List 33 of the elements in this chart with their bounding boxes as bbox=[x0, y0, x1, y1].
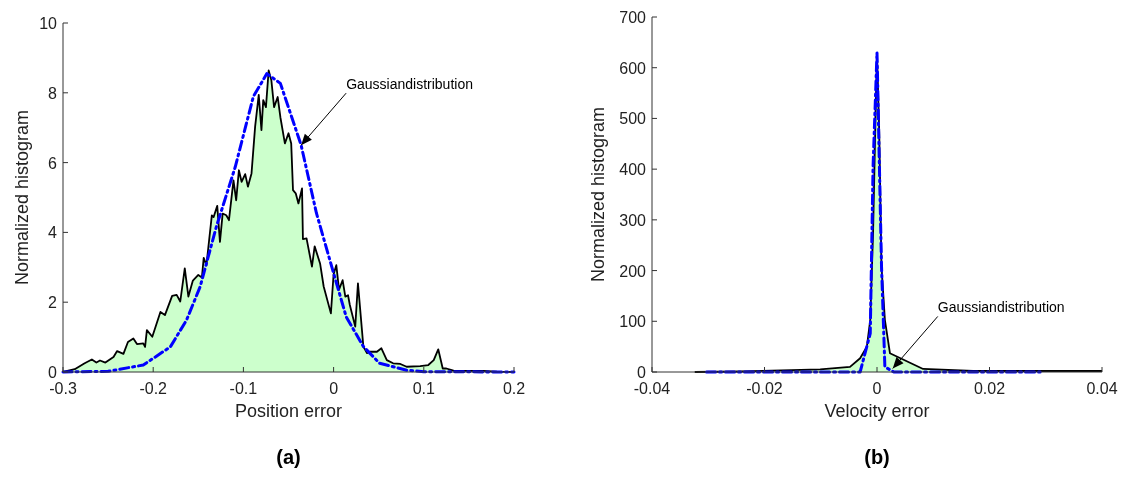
y-tick-label: 100 bbox=[619, 313, 647, 331]
y-tick-label: 2 bbox=[48, 294, 58, 312]
x-tick-label: -0.2 bbox=[139, 380, 168, 397]
x-tick-label: -0.1 bbox=[229, 380, 258, 397]
y-axis-title: Normalized histogram bbox=[588, 106, 608, 283]
annotation: Gaussiandistribution bbox=[346, 76, 473, 93]
y-tick-label: 0 bbox=[48, 364, 58, 381]
y-tick-label: 0 bbox=[637, 364, 647, 381]
x-axis-title: Velocity error bbox=[824, 401, 930, 421]
y-tick-label: 200 bbox=[619, 262, 647, 280]
y-axis-title: Normalized histogram bbox=[12, 109, 32, 286]
y-tick-label: 4 bbox=[48, 224, 58, 242]
y-tick-label: 8 bbox=[48, 84, 58, 102]
x-tick-label: 0.2 bbox=[502, 380, 526, 397]
x-tick-label: 0.04 bbox=[1086, 380, 1118, 397]
x-tick-label: -0.3 bbox=[49, 380, 77, 397]
text: (b) bbox=[864, 446, 890, 468]
y-tick-label: 300 bbox=[619, 211, 647, 229]
x-tick-label: 0 bbox=[872, 380, 882, 397]
annotation: Gaussiandistribution bbox=[937, 299, 1065, 316]
y-tick-label: 6 bbox=[48, 154, 58, 172]
text: (a) bbox=[276, 446, 301, 468]
x-tick-label: 0.02 bbox=[973, 380, 1006, 397]
x-axis-title: Position error bbox=[234, 401, 343, 421]
x-tick-label: -0.02 bbox=[746, 380, 783, 397]
y-tick-label: 400 bbox=[619, 161, 647, 179]
y-tick-label: 600 bbox=[619, 59, 647, 77]
y-tick-label: 10 bbox=[39, 15, 58, 32]
y-tick-label: 700 bbox=[619, 9, 647, 26]
y-tick-label: 500 bbox=[619, 110, 647, 128]
x-tick-label: -0.04 bbox=[633, 380, 671, 397]
x-tick-label: 0 bbox=[329, 380, 339, 397]
x-tick-label: 0.1 bbox=[412, 380, 436, 397]
